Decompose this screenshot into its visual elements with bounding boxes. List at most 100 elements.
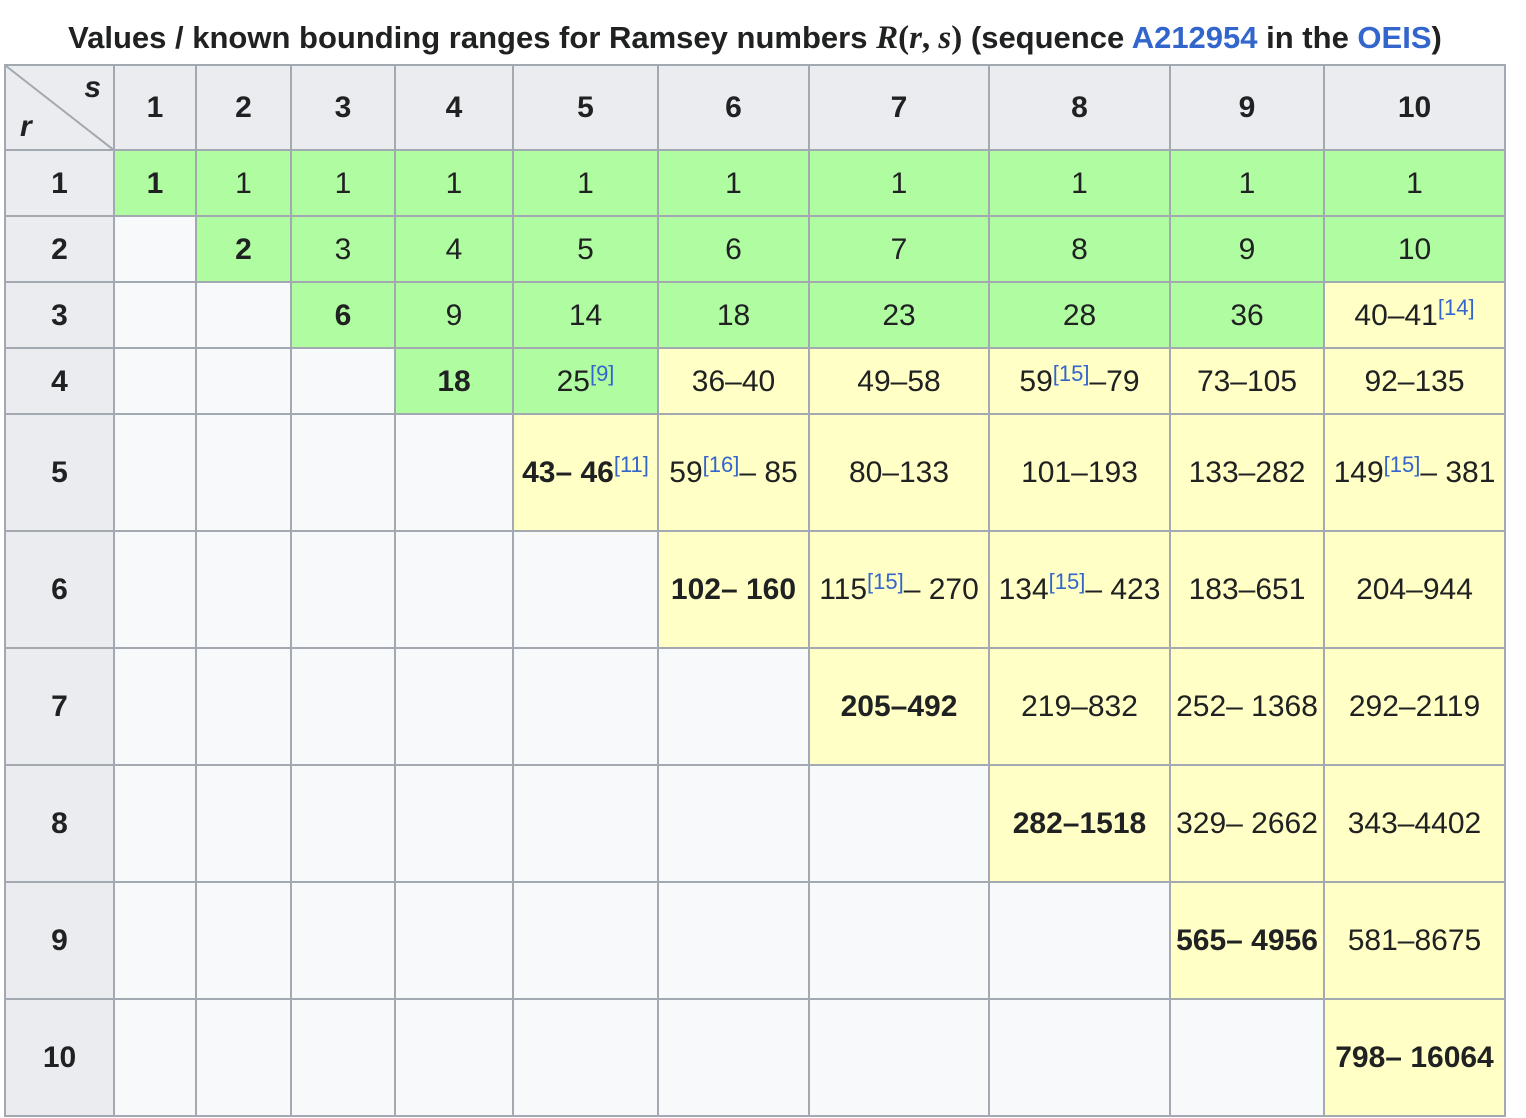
cell-value: 1: [890, 166, 908, 200]
column-header-row: s r 1 2 3 4 5 6 7 8 9 10: [4, 64, 1506, 151]
column-header-s-10: 10: [1323, 64, 1506, 151]
sequence-link[interactable]: A212954: [1131, 20, 1258, 55]
reference-link[interactable]: [9]: [589, 360, 615, 386]
cell-r7-s2: [195, 647, 292, 766]
cell-r1-s7: 1: [808, 149, 990, 217]
formula-r: r: [909, 20, 922, 56]
cell-r6-s2: [195, 530, 292, 649]
cell-r6-s6: 102– 160: [657, 530, 810, 649]
cell-value: 14: [568, 298, 603, 332]
cell-r5-s3: [290, 413, 396, 532]
caption-mid: (sequence: [962, 20, 1132, 55]
cell-value: 9: [1238, 232, 1256, 266]
cell-value: 204–944: [1356, 573, 1473, 606]
table-row: 2 2 3 4 5 6 7 8 9 10: [4, 215, 1506, 283]
oeis-link[interactable]: OEIS: [1357, 20, 1432, 55]
cell-r4-s8: 59[15]–79: [988, 347, 1171, 415]
row-header-r-6: 6: [4, 530, 115, 649]
cell-r3-s4: 9: [394, 281, 514, 349]
reference-link[interactable]: [11]: [613, 452, 649, 477]
reference-link[interactable]: [15]: [1383, 452, 1421, 477]
table-row: 10 798– 16064: [4, 998, 1506, 1117]
cell-r9-s2: [195, 881, 292, 1000]
table-row: 5 43– 46[11] 59[16]– 85 80–133 101–193 133–28…: [4, 413, 1506, 532]
table-row: 3 6 9 14 18 23 28 36 40–41[14]: [4, 281, 1506, 349]
column-header-s-9: 9: [1169, 64, 1325, 151]
cell-value: 2: [235, 232, 252, 266]
cell-value-upper-bound: – 270: [903, 573, 979, 606]
cell-r5-s6: 59[16]– 85: [657, 413, 810, 532]
cell-r7-s10: 292–2119: [1323, 647, 1506, 766]
cell-value: 1: [1406, 166, 1423, 200]
cell-value: 149: [1333, 456, 1384, 489]
row-header-r-5: 5: [4, 413, 115, 532]
reference-link[interactable]: [15]: [1052, 360, 1090, 386]
formula-comma: ,: [921, 20, 939, 56]
cell-value: 1: [577, 166, 594, 200]
cell-value: 292–2119: [1348, 690, 1481, 723]
cell-value: 59: [669, 456, 703, 489]
cell-value: 798– 16064: [1335, 1041, 1494, 1074]
column-header-s-8: 8: [988, 64, 1171, 151]
cell-r5-s5: 43– 46[11]: [512, 413, 659, 532]
cell-r9-s4: [394, 881, 514, 1000]
cell-value: 3: [334, 232, 352, 266]
cell-r6-s9: 183–651: [1169, 530, 1325, 649]
cell-r10-s8: [988, 998, 1171, 1117]
cell-value: 59: [1019, 364, 1053, 398]
cell-r4-s3: [290, 347, 396, 415]
cell-value: 219–832: [1021, 690, 1138, 723]
cell-value: 115: [819, 573, 868, 606]
formula-close-paren: ): [951, 20, 963, 56]
formula-open-paren: (: [898, 20, 910, 56]
cell-value: 581–8675: [1347, 924, 1482, 957]
row-header-r-8: 8: [4, 764, 115, 883]
cell-r4-s4: 18: [394, 347, 514, 415]
cell-value: 282–1518: [1012, 807, 1147, 840]
cell-value: 102– 160: [670, 573, 797, 606]
cell-value: 92–135: [1364, 364, 1465, 398]
cell-value: 101–193: [1021, 456, 1138, 489]
cell-value: 5: [577, 232, 594, 266]
cell-r9-s6: [657, 881, 810, 1000]
cell-r3-s9: 36: [1169, 281, 1325, 349]
ramsey-formula: R(r, s): [876, 20, 962, 56]
cell-r8-s8: 282–1518: [988, 764, 1171, 883]
reference-link[interactable]: [15]: [1048, 569, 1086, 594]
caption-prefix: Values / known bounding ranges for Ramse…: [68, 20, 877, 55]
column-header-s-7: 7: [808, 64, 990, 151]
cell-r3-s7: 23: [808, 281, 990, 349]
corner-r-label: r: [20, 110, 32, 143]
cell-r5-s4: [394, 413, 514, 532]
cell-r6-s8: 134[15]– 423: [988, 530, 1171, 649]
reference-link[interactable]: [15]: [867, 569, 904, 594]
cell-value: 18: [716, 298, 751, 332]
cell-value: 25: [556, 364, 590, 398]
cell-r3-s6: 18: [657, 281, 810, 349]
cell-r1-s6: 1: [657, 149, 810, 217]
cell-r3-s5: 14: [512, 281, 659, 349]
cell-r2-s7: 7: [808, 215, 990, 283]
cell-r4-s5: 25[9]: [512, 347, 659, 415]
cell-value: 73–105: [1196, 364, 1298, 398]
column-header-s-6: 6: [657, 64, 810, 151]
cell-value: 329– 2662: [1176, 807, 1318, 840]
cell-value: 9: [445, 298, 463, 332]
cell-r4-s2: [195, 347, 292, 415]
cell-value-upper-bound: – 85: [739, 456, 798, 489]
reference-link[interactable]: [16]: [702, 452, 740, 477]
cell-r10-s10: 798– 16064: [1323, 998, 1506, 1117]
cell-r8-s5: [512, 764, 659, 883]
cell-r10-s1: [113, 998, 197, 1117]
reference-link[interactable]: [14]: [1437, 294, 1475, 320]
cell-r8-s1: [113, 764, 197, 883]
cell-r5-s8: 101–193: [988, 413, 1171, 532]
cell-r2-s9: 9: [1169, 215, 1325, 283]
cell-value: 343–4402: [1347, 807, 1482, 840]
cell-r7-s6: [657, 647, 810, 766]
row-header-r-10: 10: [4, 998, 115, 1117]
cell-value: 134: [998, 573, 1049, 606]
cell-r9-s9: 565– 4956: [1169, 881, 1325, 1000]
cell-r6-s10: 204–944: [1323, 530, 1506, 649]
column-header-s-3: 3: [290, 64, 396, 151]
